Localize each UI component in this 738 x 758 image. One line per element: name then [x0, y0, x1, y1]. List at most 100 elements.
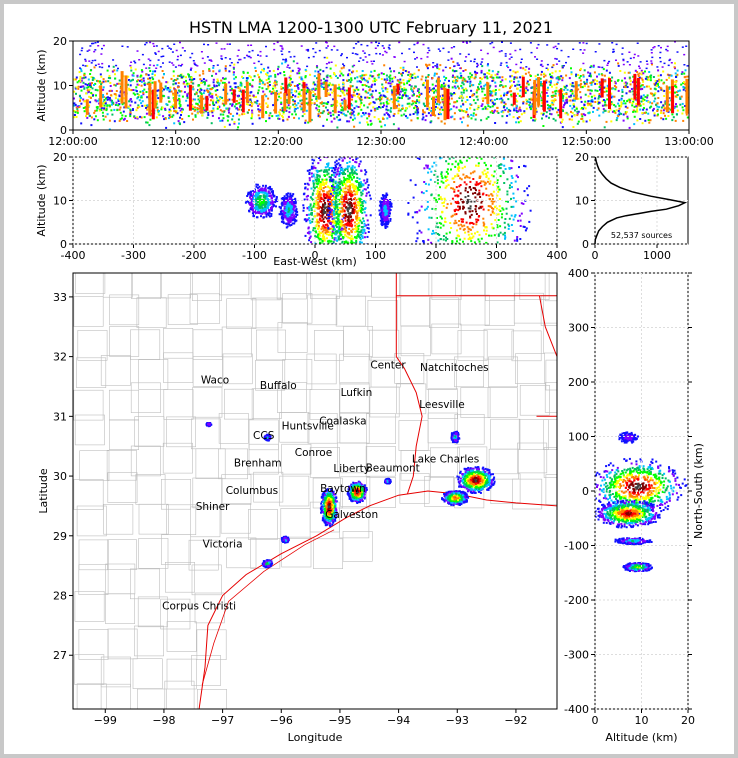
source-point — [229, 64, 232, 67]
source-point — [163, 118, 166, 121]
source-point — [442, 47, 445, 50]
source-point — [641, 97, 644, 100]
source-point — [326, 237, 328, 240]
source-point — [686, 75, 689, 78]
source-point — [501, 41, 503, 43]
source-point — [162, 55, 165, 57]
source-point — [434, 89, 437, 92]
source-point — [265, 215, 268, 218]
source-point — [400, 81, 403, 84]
source-point — [319, 184, 322, 187]
source-point — [517, 80, 520, 83]
source-point — [551, 108, 554, 111]
source-point — [448, 79, 450, 82]
source-point — [303, 113, 306, 115]
source-point — [267, 194, 270, 197]
source-point — [326, 74, 329, 77]
source-point — [475, 95, 478, 98]
source-point — [308, 169, 311, 172]
source-point — [320, 186, 323, 189]
source-point — [181, 95, 184, 98]
source-point — [199, 87, 202, 90]
source-point — [486, 72, 489, 74]
source-point — [316, 190, 319, 193]
source-point — [626, 117, 629, 120]
source-point — [239, 58, 242, 61]
source-point — [265, 120, 267, 123]
source-point — [644, 119, 647, 122]
source-point — [313, 202, 316, 205]
source-point — [613, 85, 616, 87]
source-point — [270, 207, 273, 209]
source-point — [337, 119, 340, 122]
source-point — [200, 51, 203, 53]
source-point — [90, 116, 93, 119]
source-point — [133, 115, 136, 118]
source-point — [554, 107, 557, 110]
source-point — [681, 112, 684, 115]
source-point — [460, 74, 463, 77]
source-point — [252, 197, 255, 200]
source-point — [233, 82, 236, 85]
flash-column — [200, 95, 204, 114]
source-point — [304, 182, 307, 185]
source-point — [592, 79, 595, 82]
source-point — [632, 109, 635, 112]
source-point — [621, 53, 624, 55]
source-point — [401, 52, 403, 55]
source-point — [79, 86, 82, 88]
source-point — [313, 159, 316, 162]
source-point — [143, 83, 146, 86]
source-point — [102, 78, 105, 81]
source-point — [431, 83, 434, 86]
source-point — [469, 80, 472, 83]
source-point — [314, 242, 317, 244]
source-point — [155, 116, 158, 119]
source-point — [255, 95, 257, 98]
source-point — [315, 231, 318, 234]
source-point — [418, 95, 421, 98]
source-point — [536, 47, 539, 49]
source-point — [306, 188, 309, 191]
source-point — [86, 50, 89, 52]
source-point — [328, 208, 330, 211]
source-point — [666, 50, 669, 52]
source-point — [293, 116, 296, 119]
source-point — [494, 93, 497, 96]
source-point — [550, 99, 553, 102]
source-point — [586, 81, 588, 84]
source-point — [676, 51, 679, 53]
source-point — [178, 122, 181, 125]
source-point — [156, 94, 159, 97]
source-point — [291, 207, 294, 210]
source-point — [335, 222, 338, 225]
source-point — [594, 97, 597, 100]
source-point — [657, 90, 660, 93]
source-point — [315, 100, 318, 102]
source-point — [171, 51, 174, 53]
source-point — [233, 105, 236, 108]
source-point — [86, 84, 89, 86]
source-point — [320, 188, 323, 191]
source-point — [87, 91, 90, 94]
source-point — [652, 109, 654, 112]
source-point — [311, 193, 314, 196]
flash-column — [188, 84, 192, 111]
source-point — [215, 72, 218, 75]
source-point — [463, 110, 466, 113]
source-point — [317, 268, 319, 270]
source-point — [324, 79, 327, 82]
source-point — [280, 202, 283, 205]
source-point — [141, 53, 144, 56]
source-point — [477, 105, 480, 108]
source-point — [212, 100, 214, 103]
source-point — [289, 212, 292, 215]
source-point — [459, 109, 462, 112]
source-point — [238, 89, 241, 92]
source-point — [607, 62, 609, 64]
source-point — [642, 108, 645, 111]
source-point — [605, 69, 608, 72]
source-point — [138, 99, 141, 102]
source-point — [248, 75, 251, 78]
source-point — [335, 75, 337, 77]
